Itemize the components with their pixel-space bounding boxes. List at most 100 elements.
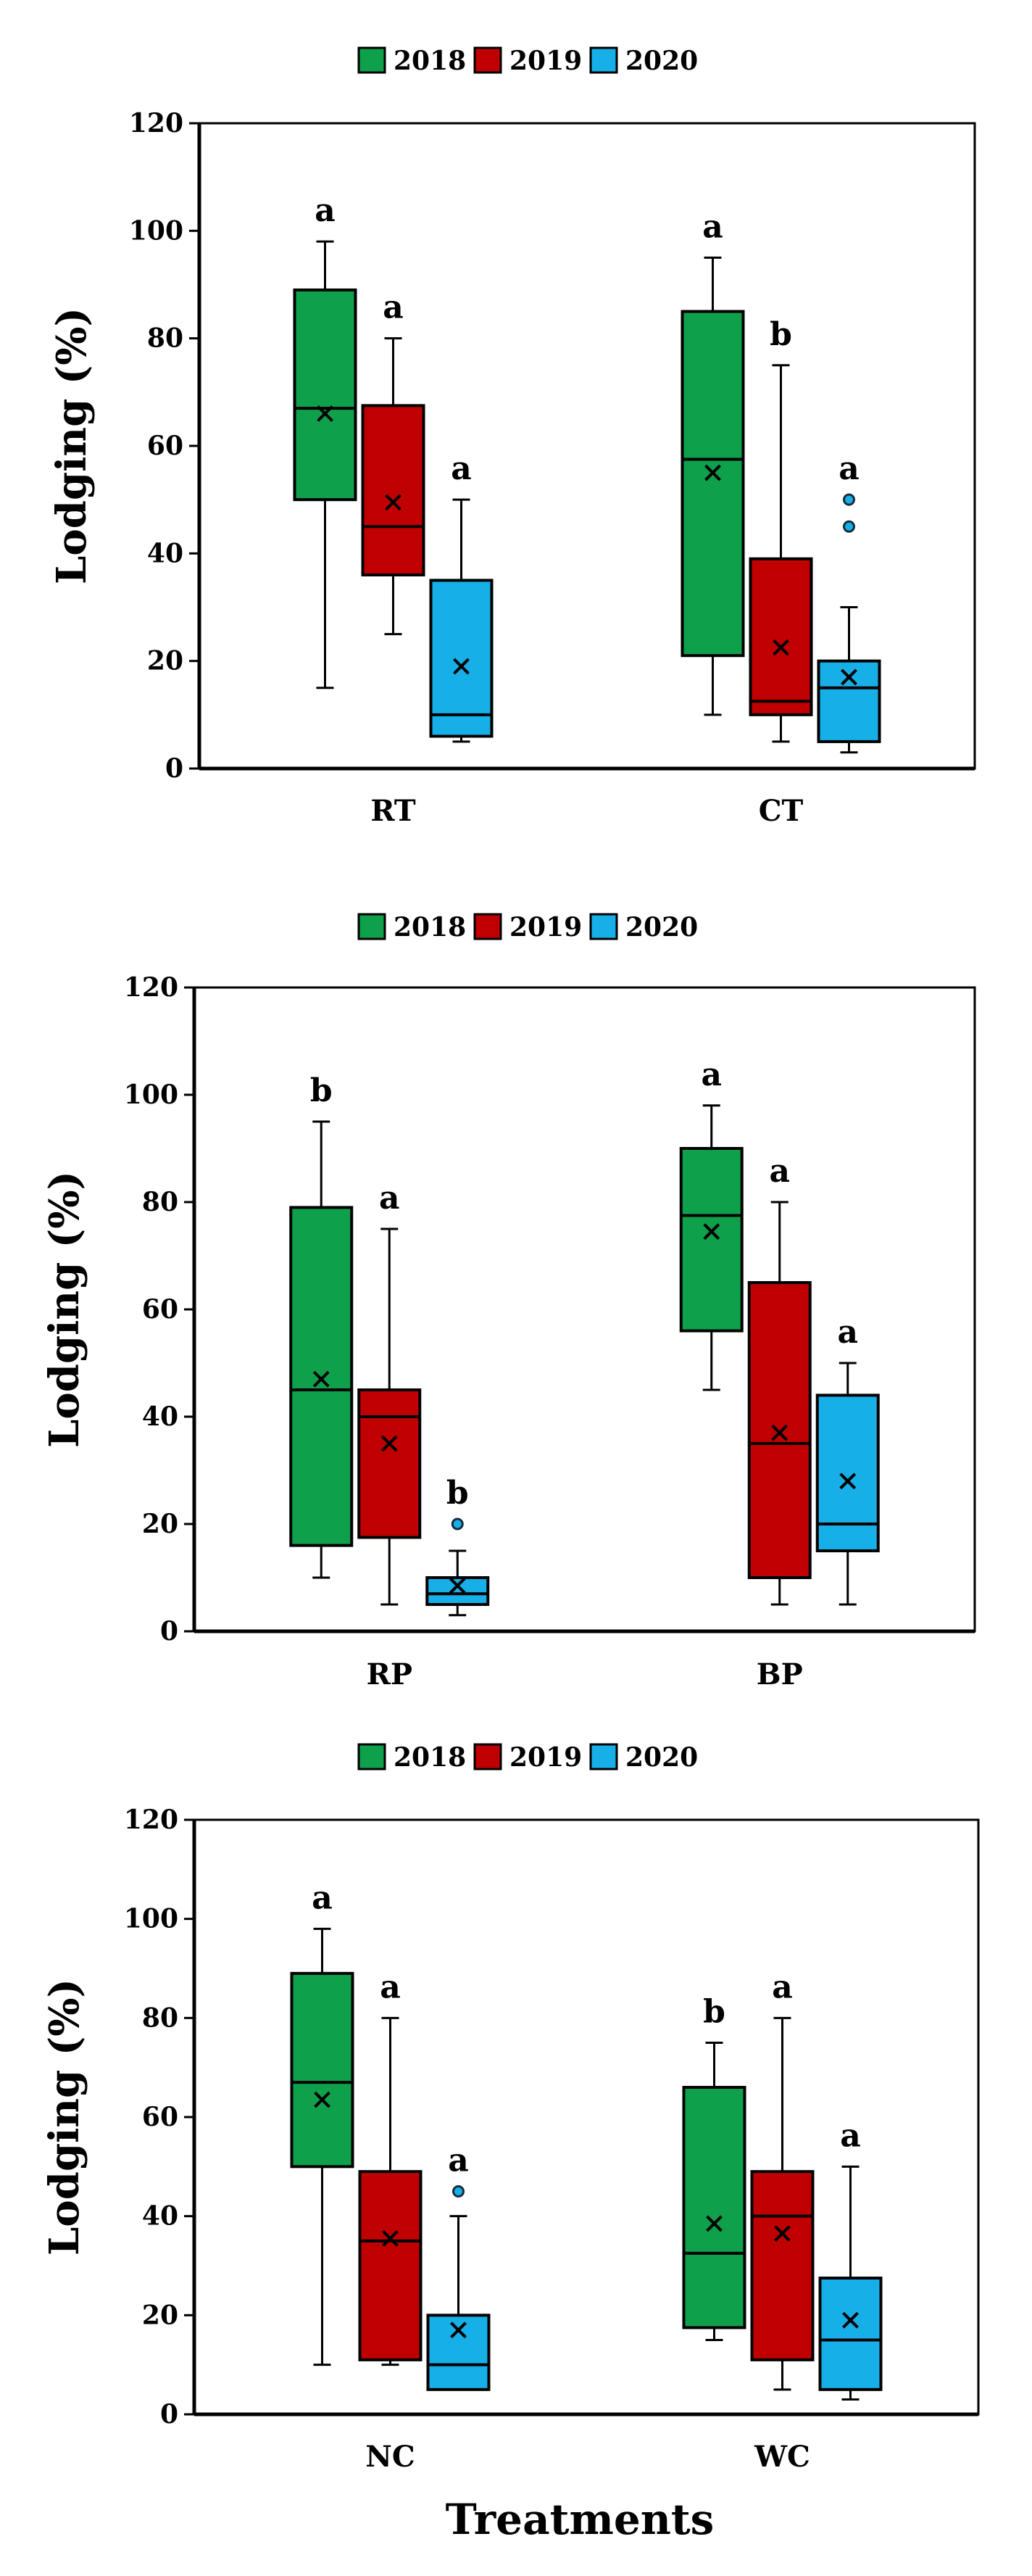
iqr-box xyxy=(749,557,813,716)
y-tick-label: 80 xyxy=(142,2003,178,2033)
y-axis-label: Lodging (%) xyxy=(41,1171,88,1448)
iqr-box xyxy=(750,2170,815,2361)
significance-letter: a xyxy=(312,1879,333,1916)
iqr-box xyxy=(426,2314,491,2391)
y-tick-label: 0 xyxy=(160,2399,178,2430)
legend-swatch-2020 xyxy=(589,46,618,74)
y-tick-label: 20 xyxy=(142,1509,178,1539)
mean-marker xyxy=(839,1473,857,1490)
y-tick-label: 0 xyxy=(160,1616,178,1647)
significance-letter: a xyxy=(837,1314,858,1351)
legend-label-2020: 2020 xyxy=(625,46,698,76)
box-RT-2019: a xyxy=(361,289,425,636)
y-tick-label: 20 xyxy=(147,646,183,676)
box-WC-2018: b xyxy=(682,1994,746,2341)
outlier-point xyxy=(843,493,855,506)
y-tick-label: 60 xyxy=(142,1294,178,1325)
box-RP-2020: b xyxy=(425,1475,490,1617)
iqr-box xyxy=(818,2277,883,2391)
iqr-box xyxy=(425,1576,490,1606)
legend-label-2019: 2019 xyxy=(509,46,582,76)
y-tick-label: 60 xyxy=(147,431,183,461)
significance-letter: a xyxy=(315,192,336,229)
mean-marker xyxy=(317,405,333,422)
y-tick-label: 80 xyxy=(147,323,183,354)
iqr-box xyxy=(429,579,494,738)
mean-marker xyxy=(842,2311,859,2329)
mean-marker xyxy=(449,1577,466,1594)
mean-marker xyxy=(773,639,789,656)
iqr-box xyxy=(358,2170,423,2361)
legend-label-2019: 2019 xyxy=(509,912,582,943)
legend-swatch-2018 xyxy=(357,46,386,74)
box-WC-2019: a xyxy=(750,1968,815,2391)
significance-letter: a xyxy=(451,450,472,487)
legend-label-2020: 2020 xyxy=(625,912,698,943)
legend-label-2019: 2019 xyxy=(509,1742,582,1773)
x-category-label: BP xyxy=(757,1657,803,1691)
significance-letter: a xyxy=(701,1056,722,1093)
mean-marker xyxy=(385,494,401,511)
legend-label-2018: 2018 xyxy=(394,912,466,943)
significance-letter: a xyxy=(383,289,404,326)
legend: 2018 2019 2020 xyxy=(357,46,698,76)
box-CT-2020: a xyxy=(817,450,881,754)
legend-swatch-2019 xyxy=(473,913,502,940)
y-axis-label: Lodging (%) xyxy=(41,1979,88,2256)
box-BP-2019: a xyxy=(747,1153,812,1606)
mean-marker xyxy=(382,2230,399,2247)
y-axis-label: Lodging (%) xyxy=(48,307,96,584)
y-tick-label: 120 xyxy=(129,108,183,138)
iqr-box xyxy=(817,659,881,743)
iqr-box xyxy=(357,1388,422,1539)
box-RP-2019: a xyxy=(357,1180,422,1606)
iqr-box xyxy=(293,288,357,502)
x-axis-title: Treatments xyxy=(446,2495,715,2544)
y-tick-label: 40 xyxy=(142,1401,178,1432)
group-NC: NC a a a xyxy=(290,1879,491,2474)
y-tick-label: 120 xyxy=(124,1805,178,1835)
outlier-point xyxy=(843,520,855,533)
y-tick-label: 0 xyxy=(165,753,183,784)
mean-marker xyxy=(706,2215,723,2232)
mean-marker xyxy=(450,2322,467,2339)
legend-swatch-2018 xyxy=(357,913,386,940)
chart-panel-3: 2018 2019 2020 0 20 40 60 80 100 120 Lodging (%) NC… xyxy=(41,1742,980,2474)
legend-swatch-2018 xyxy=(357,1743,386,1771)
chart-panel-2: 2018 2019 2020 0 20 40 60 80 100 120 Lodging (%) RP… xyxy=(41,912,976,1691)
iqr-box xyxy=(679,1147,744,1333)
y-tick-label: 120 xyxy=(124,972,178,1003)
box-RT-2020: a xyxy=(429,450,494,743)
legend: 2018 2019 2020 xyxy=(357,1742,698,1773)
outlier-point xyxy=(451,1517,464,1531)
group-RP: RP b a b xyxy=(289,1072,490,1691)
significance-letter: b xyxy=(446,1475,469,1512)
box-RT-2018: a xyxy=(293,192,357,689)
iqr-box xyxy=(682,2086,746,2329)
legend-swatch-2020 xyxy=(589,913,618,940)
significance-letter: a xyxy=(838,450,860,487)
significance-letter: a xyxy=(379,1180,400,1217)
mean-marker xyxy=(704,464,721,481)
x-category-label: RP xyxy=(367,1657,412,1691)
mean-marker xyxy=(312,1370,330,1388)
y-tick-label: 20 xyxy=(142,2300,178,2330)
y-tick-label: 40 xyxy=(142,2201,178,2232)
mean-marker xyxy=(314,2091,330,2108)
legend-label-2018: 2018 xyxy=(394,46,466,76)
outlier-point xyxy=(452,2185,465,2198)
box-NC-2018: a xyxy=(290,1879,354,2366)
significance-letter: a xyxy=(840,2117,861,2154)
legend: 2018 2019 2020 xyxy=(357,912,698,943)
mean-marker xyxy=(380,1435,398,1452)
box-NC-2020: a xyxy=(426,2142,491,2391)
mean-marker xyxy=(703,1223,720,1241)
significance-letter: a xyxy=(448,2142,469,2179)
group-RT: RT a a a xyxy=(293,192,494,828)
significance-letter: a xyxy=(772,1968,793,2005)
significance-letter: b xyxy=(703,1994,725,2031)
chart-panel-1: 2018 2019 2020 0 20 40 60 80 100 120 Lodging (%) RT… xyxy=(48,46,976,828)
y-tick-label: 100 xyxy=(124,1904,178,1934)
y-tick-label: 100 xyxy=(129,215,183,246)
